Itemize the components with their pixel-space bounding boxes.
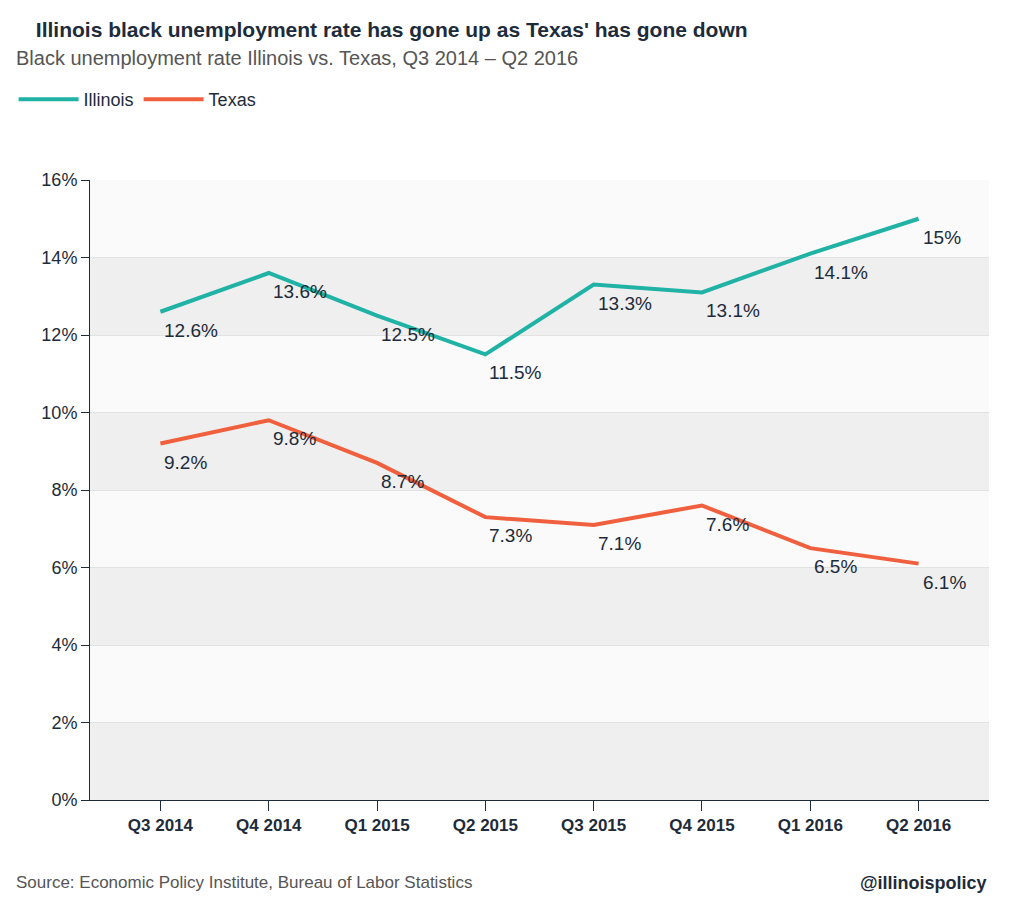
svg-text:4%: 4% [51,635,77,655]
svg-text:16%: 16% [41,170,77,190]
svg-text:6.1%: 6.1% [923,572,966,593]
svg-text:13.6%: 13.6% [273,281,327,302]
svg-text:7.1%: 7.1% [598,533,641,554]
svg-text:12.6%: 12.6% [164,320,218,341]
svg-text:15%: 15% [923,227,961,248]
svg-text:12%: 12% [41,325,77,345]
svg-text:8.7%: 8.7% [381,471,424,492]
svg-text:Q4 2014: Q4 2014 [236,816,302,835]
svg-text:12.5%: 12.5% [381,324,435,345]
svg-text:8%: 8% [51,480,77,500]
svg-text:0%: 0% [51,790,77,810]
svg-text:7.6%: 7.6% [706,514,749,535]
svg-text:13.3%: 13.3% [598,293,652,314]
svg-text:11.5%: 11.5% [489,362,542,383]
svg-text:10%: 10% [41,403,77,423]
svg-text:13.1%: 13.1% [706,300,760,321]
svg-text:Q2 2015: Q2 2015 [453,816,518,835]
svg-text:Black unemployment rate Illino: Black unemployment rate Illinois vs. Tex… [16,47,578,69]
svg-text:Q1 2016: Q1 2016 [778,816,843,835]
svg-text:Texas: Texas [209,90,256,110]
svg-text:Q4 2015: Q4 2015 [669,816,734,835]
svg-text:Q2 2016: Q2 2016 [886,816,951,835]
svg-text:9.8%: 9.8% [273,428,316,449]
svg-text:Illinois: Illinois [84,90,134,110]
svg-text:14%: 14% [41,248,77,268]
svg-text:Illinois black unemployment ra: Illinois black unemployment rate has gon… [36,18,748,41]
svg-text:6.5%: 6.5% [814,556,857,577]
svg-text:Q1 2015: Q1 2015 [344,816,409,835]
svg-text:@illinoispolicy: @illinoispolicy [860,873,987,893]
svg-text:6%: 6% [51,558,77,578]
svg-text:Q3 2015: Q3 2015 [561,816,626,835]
svg-text:2%: 2% [51,713,77,733]
svg-text:7.3%: 7.3% [489,525,532,546]
svg-text:9.2%: 9.2% [164,452,207,473]
svg-text:Source: Economic Policy Instit: Source: Economic Policy Institute, Burea… [16,873,472,892]
svg-text:Q3 2014: Q3 2014 [128,816,194,835]
svg-text:14.1%: 14.1% [814,262,868,283]
